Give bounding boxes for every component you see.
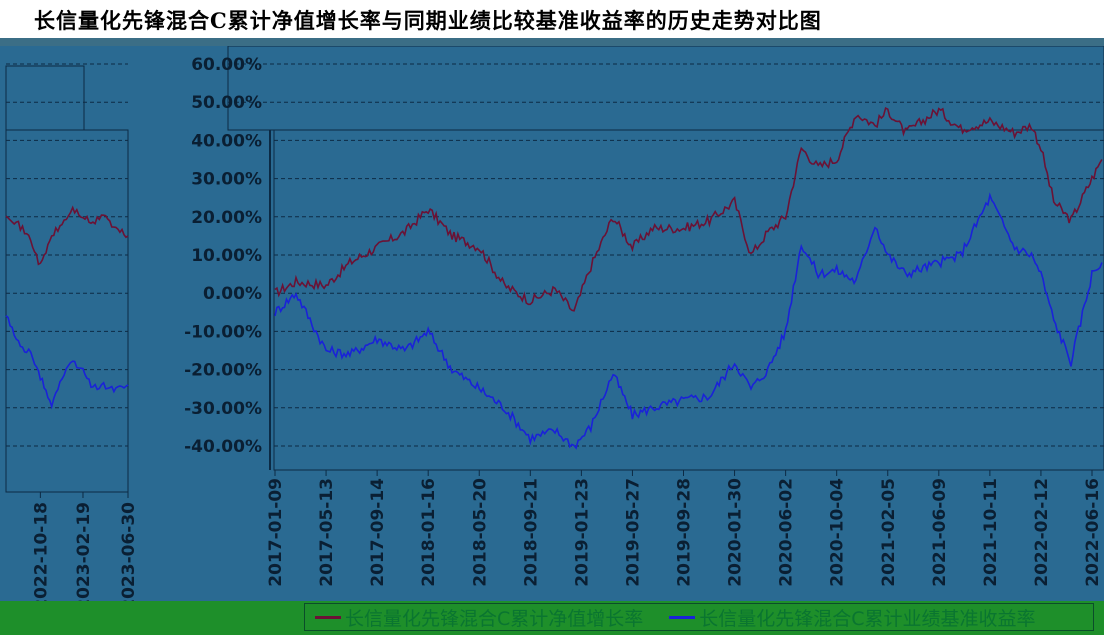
x-tick-label: 2017-09-14 [368,478,388,587]
inset-panel: 2022-10-18 2023-02-19 2023-06-30 [5,63,139,601]
y-tick-label: -40.00% [184,437,262,457]
series-line-1 [274,192,1103,450]
y-tick-labels: 60.00% 50.00% 40.00% 30.00% 20.00% 10.00% 0.00… [184,55,262,457]
inset-x-tick-label: 2023-06-30 [119,502,139,601]
chart-stage: 2022-10-18 2023-02-19 2023-06-30 60.00% 50.… [0,46,1104,601]
legend-item-nav: 长信量化先锋混合C累计净值增长率 [315,604,644,630]
legend-item-benchmark: 长信量化先锋混合C累计业绩基准收益率 [669,604,1036,630]
inset-series-line-0 [5,205,129,266]
y-tick-label: -20.00% [184,361,262,381]
x-tick-label: 2021-06-09 [930,478,950,587]
inset-x-tick-label: 2022-10-18 [31,502,51,601]
x-tick-label: 2017-05-13 [317,478,337,587]
chart-svg: 2022-10-18 2023-02-19 2023-06-30 60.00% 50.… [5,46,1104,601]
y-tick-label: 50.00% [191,93,262,113]
upper-plot-box [227,46,1104,131]
x-tick-labels: 2017-01-09 2017-05-13 2017-09-14 2018-01-16… [266,478,1103,587]
legend-band: 长信量化先锋混合C累计净值增长率 长信量化先锋混合C累计业绩基准收益率 [0,601,1104,635]
y-tick-label: 60.00% [191,55,262,75]
chart-title: 长信量化先锋混合C累计净值增长率与同期业绩比较基准收益率的历史走势对比图 [34,8,822,33]
y-tick-label: -30.00% [184,399,262,419]
legend-swatch-nav [315,615,341,619]
series-lines [274,106,1103,450]
inset-plot-box [5,129,129,493]
grid-lines [228,63,1104,476]
legend-label-benchmark: 长信量化先锋混合C累计业绩基准收益率 [699,607,1036,630]
x-tick-label: 2021-10-11 [981,478,1001,587]
x-tick-label: 2022-06-16 [1083,478,1103,587]
y-tick-label: 30.00% [191,170,262,190]
inset-series-line-1 [5,315,129,410]
x-tick-label: 2020-01-30 [726,478,746,587]
y-tick-label: 20.00% [191,208,262,228]
y-tick-label: 10.00% [191,246,262,266]
legend: 长信量化先锋混合C累计净值增长率 长信量化先锋混合C累计业绩基准收益率 [304,603,1094,631]
x-tick-label: 2020-06-02 [777,478,797,587]
x-tick-label: 2021-02-05 [879,478,899,587]
x-tick-label: 2019-01-23 [572,478,592,587]
legend-swatch-benchmark [669,615,696,619]
y-tick-label: 0.00% [203,284,262,304]
x-tick-label: 2017-01-09 [266,478,286,587]
main-plot-box [273,129,1104,471]
y-tick-label: 40.00% [191,131,262,151]
x-tick-label: 2019-05-27 [623,478,643,587]
x-tick-label: 2022-02-12 [1032,478,1052,587]
series-line-0 [274,106,1103,312]
y-tick-label: -10.00% [184,322,262,342]
inset-upper-box [5,65,85,133]
x-tick-label: 2019-09-28 [675,478,695,587]
x-tick-label: 2018-09-21 [521,478,541,587]
title-band [0,38,1104,46]
x-tick-label: 2018-01-16 [419,478,439,587]
inset-x-tick-label: 2023-02-19 [74,502,94,601]
x-tick-label: 2020-10-04 [828,478,848,587]
x-tick-label: 2018-05-20 [470,478,490,587]
legend-label-nav: 长信量化先锋混合C累计净值增长率 [345,607,644,630]
